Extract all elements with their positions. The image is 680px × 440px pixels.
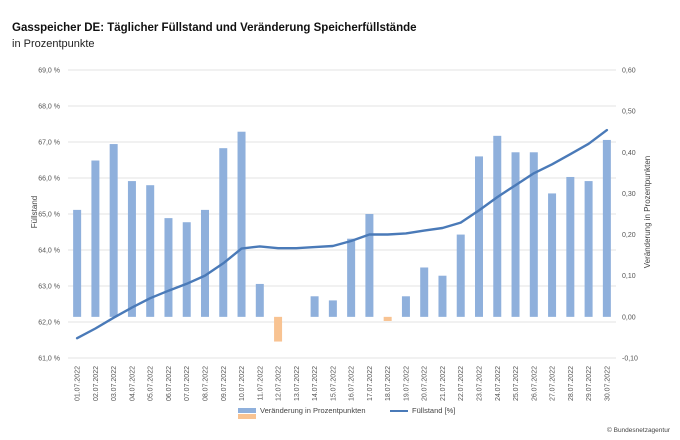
x-tick-label: 04.07.2022 (129, 366, 136, 401)
x-tick-label: 08.07.2022 (203, 366, 210, 401)
y-left-tick-label: 62,0 % (38, 320, 60, 327)
legend-bar-label: Veränderung in Prozentpunkten (260, 406, 366, 415)
bar-change (219, 148, 228, 317)
x-tick-label: 12.07.2022 (276, 366, 283, 401)
bar-change (310, 296, 319, 317)
bar-change (274, 316, 283, 342)
x-tick-label: 03.07.2022 (111, 366, 118, 401)
bar-change (109, 144, 118, 317)
y-right-tick-label: 0,40 (622, 150, 636, 157)
x-tick-label: 10.07.2022 (239, 366, 246, 401)
x-tick-label: 09.07.2022 (221, 366, 228, 401)
bar-change (401, 296, 410, 317)
chart-title: Gasspeicher DE: Täglicher Füllstand und … (12, 22, 417, 34)
y-right-tick-label: 0,20 (622, 232, 636, 239)
bar-change (73, 209, 82, 317)
y-right-tick-label: -0,10 (622, 356, 638, 363)
bar-change (255, 283, 264, 317)
y-left-tick-label: 69,0 % (38, 68, 60, 75)
bar-change (365, 214, 374, 317)
bar-change (602, 139, 611, 317)
y-left-tick-label: 63,0 % (38, 284, 60, 291)
y-left-tick-label: 66,0 % (38, 176, 60, 183)
legend-line-label: Füllstand [%] (412, 406, 456, 415)
x-tick-label: 22.07.2022 (458, 366, 465, 401)
line-fuellstand (75, 128, 609, 340)
bar-change (548, 193, 557, 317)
bar-change (420, 267, 429, 317)
legend-item-bars[interactable]: Veränderung in Prozentpunkten (238, 406, 366, 419)
x-tick-label: 17.07.2022 (367, 366, 374, 401)
x-tick-label: 24.07.2022 (495, 366, 502, 401)
y-right-axis-title: Veränderung in Prozentpunkten (643, 156, 652, 269)
x-tick-label: 27.07.2022 (550, 366, 557, 401)
x-tick-label: 11.07.2022 (257, 366, 264, 401)
x-tick-label: 20.07.2022 (422, 366, 429, 401)
bar-change (182, 222, 191, 317)
x-tick-label: 19.07.2022 (403, 366, 410, 401)
legend-line-swatch (390, 410, 408, 412)
y-right-tick-label: 0,30 (622, 191, 636, 198)
bar-change (91, 160, 100, 317)
x-tick-label: 29.07.2022 (586, 366, 593, 401)
bar-change (566, 176, 575, 317)
x-tick-label: 05.07.2022 (148, 366, 155, 401)
bar-change (164, 218, 173, 317)
bar-change (347, 238, 356, 317)
bar-change (456, 234, 465, 317)
bar-change (146, 185, 155, 317)
bar-change (584, 181, 593, 317)
y-left-axis-title: Füllstand (30, 196, 39, 228)
x-tick-label: 25.07.2022 (513, 366, 520, 401)
legend-bar-swatch (238, 408, 256, 419)
y-left-tick-label: 65,0 % (38, 212, 60, 219)
bar-change (201, 209, 209, 317)
x-tick-label: 18.07.2022 (385, 366, 392, 401)
x-tick-label: 14.07.2022 (312, 366, 319, 401)
chart-subtitle: in Prozentpunkte (12, 38, 95, 50)
y-left-tick-label: 67,0 % (38, 140, 60, 147)
y-right-tick-label: 0,50 (622, 109, 636, 116)
bar-change (529, 152, 538, 317)
y-right-tick-label: 0,60 (622, 68, 636, 75)
x-tick-label: 02.07.2022 (93, 366, 100, 401)
x-tick-label: 15.07.2022 (330, 366, 337, 401)
bar-change (493, 135, 502, 317)
y-left-tick-label: 68,0 % (38, 104, 60, 111)
x-tick-label: 21.07.2022 (440, 366, 447, 401)
x-tick-label: 28.07.2022 (568, 366, 575, 401)
legend-item-line[interactable]: Füllstand [%] (390, 406, 455, 415)
y-left-tick-label: 61,0 % (38, 356, 60, 363)
bar-change (328, 300, 337, 317)
x-tick-label: 16.07.2022 (349, 366, 356, 401)
bar-change (475, 156, 483, 317)
x-tick-label: 13.07.2022 (294, 366, 301, 401)
x-tick-label: 30.07.2022 (604, 366, 611, 401)
copyright-credit: © Bundesnetzagentur (607, 427, 670, 434)
y-right-tick-label: 0,10 (622, 273, 636, 280)
x-tick-label: 26.07.2022 (531, 366, 538, 401)
x-tick-label: 23.07.2022 (477, 366, 484, 401)
x-tick-label: 01.07.2022 (75, 366, 82, 401)
bar-change (511, 152, 520, 317)
y-left-tick-label: 64,0 % (38, 248, 60, 255)
bar-change (237, 131, 246, 317)
x-tick-label: 07.07.2022 (184, 366, 191, 401)
bar-change (127, 181, 136, 317)
y-right-tick-label: 0,00 (622, 314, 636, 321)
x-tick-label: 06.07.2022 (166, 366, 173, 401)
bar-change (383, 316, 392, 321)
bar-change (438, 275, 447, 317)
